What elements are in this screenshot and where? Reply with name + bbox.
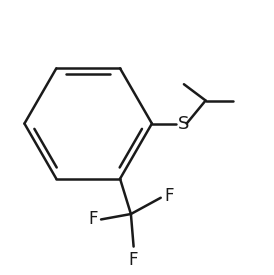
Text: F: F — [164, 187, 173, 205]
Text: F: F — [88, 210, 98, 229]
Text: F: F — [129, 251, 138, 269]
Text: S: S — [178, 115, 189, 133]
